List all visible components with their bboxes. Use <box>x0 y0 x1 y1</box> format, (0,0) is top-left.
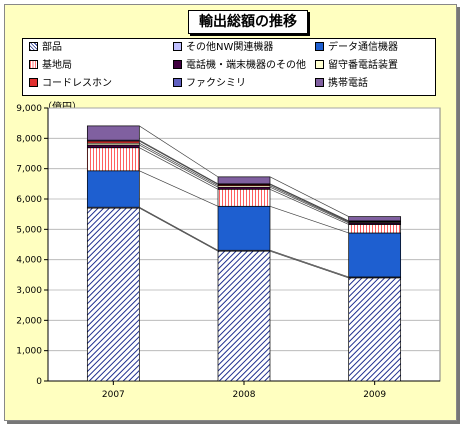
series-connector <box>139 144 219 188</box>
legend-item: 留守番電話装置 <box>315 59 398 73</box>
y-tick-label: 3,000 <box>16 286 42 296</box>
series-connector <box>269 186 349 224</box>
bar-segment <box>348 216 402 222</box>
series-connector <box>269 185 349 223</box>
x-tick-label: 2007 <box>102 390 125 400</box>
legend-swatch <box>29 77 38 87</box>
bar-segment <box>217 250 271 382</box>
bar-segment <box>86 147 140 172</box>
series-connector <box>269 205 349 234</box>
legend-swatch <box>315 77 324 87</box>
legend-item: データ通信機器 <box>315 41 398 55</box>
legend-swatch <box>29 41 38 51</box>
series-connector <box>269 176 349 217</box>
legend-swatch <box>173 77 182 87</box>
bar-segment <box>348 224 402 234</box>
y-tick-label: 9,000 <box>16 104 42 114</box>
bar-segment <box>86 125 140 141</box>
y-tick-label: 7,000 <box>16 165 42 175</box>
series-connector <box>139 206 219 251</box>
bar-segment <box>86 144 140 149</box>
legend-swatch <box>29 59 38 69</box>
series-connector <box>139 142 219 186</box>
legend-label: 電話機・端末機器のその他 <box>186 60 306 71</box>
legend-label: 部品 <box>42 42 62 53</box>
legend-item: その他NW関連機器 <box>173 41 273 55</box>
series-connector <box>269 249 349 278</box>
series-connector <box>139 140 219 185</box>
bar-segment <box>348 277 402 382</box>
series-connector <box>139 147 219 190</box>
x-tick-label: 2008 <box>233 390 256 400</box>
legend-item: コードレスホン <box>29 77 112 91</box>
series-connector <box>139 170 219 207</box>
y-tick-label: 1,000 <box>16 347 42 357</box>
legend-label: 携帯電話 <box>328 78 368 89</box>
series-connector <box>269 188 349 225</box>
legend-item: 携帯電話 <box>315 77 368 91</box>
y-tick-label: 6,000 <box>16 195 42 205</box>
legend-label: 留守番電話装置 <box>328 60 398 71</box>
legend-label: ファクシミリ <box>186 78 246 89</box>
bar-segment <box>217 188 271 207</box>
bar-segment <box>217 205 271 251</box>
legend-label: 基地局 <box>42 60 72 71</box>
legend-swatch <box>315 41 324 51</box>
series-connector <box>269 184 349 222</box>
chart-title: 輸出総額の推移 <box>188 10 308 34</box>
series-connector <box>139 125 219 178</box>
series-connector <box>269 250 349 279</box>
y-tick-label: 2,000 <box>16 316 42 326</box>
bar-segment <box>86 207 140 382</box>
y-tick-label: 0 <box>36 377 42 387</box>
legend-item: 電話機・端末機器のその他 <box>173 59 306 73</box>
bar-segment <box>86 170 140 208</box>
series-connector <box>139 207 219 252</box>
legend-label: データ通信機器 <box>328 42 398 53</box>
series-connector <box>139 139 219 185</box>
legend-item: 部品 <box>29 41 62 55</box>
y-tick-label: 5,000 <box>16 225 42 235</box>
legend-item: 基地局 <box>29 59 72 73</box>
legend: 部品 その他NW関連機器 データ通信機器 基地局 電話機・端末機器のその他 留守… <box>22 38 436 96</box>
y-tick-label: 8,000 <box>16 134 42 144</box>
legend-item: ファクシミリ <box>173 77 246 91</box>
legend-swatch <box>173 41 182 51</box>
legend-swatch <box>315 59 324 69</box>
legend-swatch <box>173 59 182 69</box>
legend-label: コードレスホン <box>42 78 112 89</box>
bar-segment <box>217 176 271 185</box>
series-connector <box>269 183 349 222</box>
legend-label: その他NW関連機器 <box>186 42 274 53</box>
y-tick-label: 4,000 <box>16 256 42 266</box>
bar-segment <box>348 232 402 278</box>
x-tick-label: 2009 <box>363 390 386 400</box>
